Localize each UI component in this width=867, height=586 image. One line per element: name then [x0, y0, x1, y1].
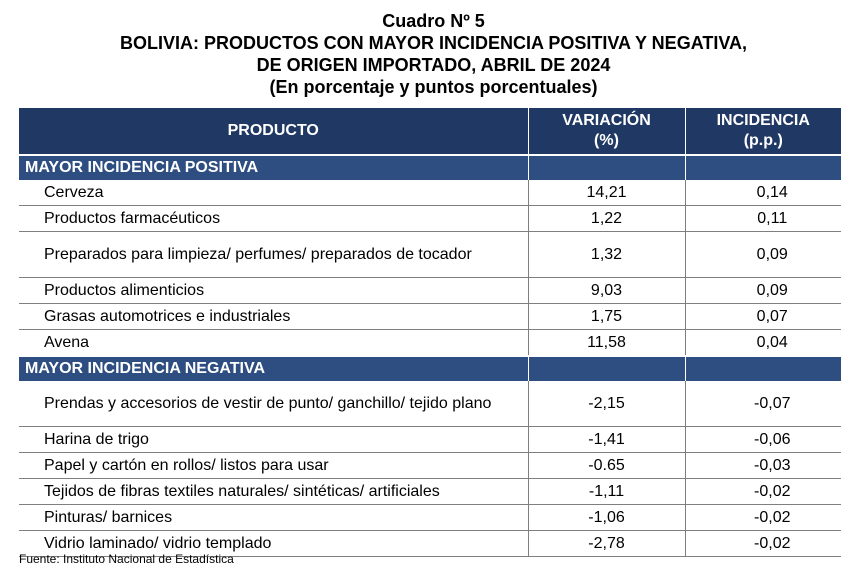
table-row: Prendas y accesorios de vestir de punto/… [19, 381, 841, 427]
variation-value: -0.65 [527, 452, 685, 479]
variation-value: -1,41 [527, 426, 685, 453]
table-units: (En porcentaje y puntos porcentuales) [269, 77, 598, 97]
incidence-value: -0,02 [684, 478, 841, 505]
incidence-value: -0,07 [684, 381, 841, 427]
table-row: Productos alimenticios 9,03 0,09 [19, 277, 841, 304]
section-title: MAYOR INCIDENCIA NEGATIVA [19, 355, 528, 381]
variation-value: 9,03 [527, 277, 685, 304]
product-name: Avena [19, 329, 528, 357]
product-name: Pinturas/ barnices [19, 504, 528, 531]
incidence-value: 0,09 [684, 231, 841, 278]
variation-value: -2,15 [527, 381, 685, 427]
table-row: Avena 11,58 0,04 [19, 329, 841, 357]
table-row: Cerveza 14,21 0,14 [19, 180, 841, 206]
table-row: Pinturas/ barnices -1,06 -0,02 [19, 504, 841, 531]
incidence-value: 0,04 [684, 329, 841, 357]
incidence-value: 0,09 [684, 277, 841, 304]
variation-value: 11,58 [527, 329, 685, 357]
variation-value: 14,21 [527, 180, 685, 206]
section-title: MAYOR INCIDENCIA POSITIVA [19, 154, 528, 180]
variation-value: -1,11 [527, 478, 685, 505]
incidence-value: 0,11 [684, 205, 841, 232]
table-title-block: Cuadro Nº 5 BOLIVIA: PRODUCTOS CON MAYOR… [0, 10, 867, 98]
column-header-incidence: INCIDENCIA (p.p.) [684, 108, 841, 155]
incidence-value: -0,02 [684, 504, 841, 531]
column-header-product: PRODUCTO [19, 108, 528, 155]
incidence-table: PRODUCTO VARIACIÓN (%) INCIDENCIA (p.p.) M… [19, 108, 841, 557]
incidence-value: 0,07 [684, 303, 841, 330]
section-row-negative: MAYOR INCIDENCIA NEGATIVA [19, 355, 841, 381]
table-row: Tejidos de fibras textiles naturales/ si… [19, 478, 841, 505]
product-name: Productos alimenticios [19, 277, 528, 304]
table-header-row: PRODUCTO VARIACIÓN (%) INCIDENCIA (p.p.) [19, 108, 841, 155]
table-row: Productos farmacéuticos 1,22 0,11 [19, 205, 841, 232]
variation-value: -1,06 [527, 504, 685, 531]
table-row: Grasas automotrices e industriales 1,75 … [19, 303, 841, 330]
table-row: Vidrio laminado/ vidrio templado -2,78 -… [19, 530, 841, 557]
variation-value: 1,32 [527, 231, 685, 278]
product-name: Grasas automotrices e industriales [19, 303, 528, 330]
product-name: Productos farmacéuticos [19, 205, 528, 232]
product-name: Preparados para limpieza/ perfumes/ prep… [19, 231, 528, 278]
incidence-value: -0,03 [684, 452, 841, 479]
variation-value: 1,75 [527, 303, 685, 330]
product-name: Prendas y accesorios de vestir de punto/… [19, 381, 528, 427]
column-header-variation: VARIACIÓN (%) [527, 108, 685, 155]
incidence-value: -0,06 [684, 426, 841, 453]
table-row: Harina de trigo -1,41 -0,06 [19, 426, 841, 453]
source-note: Fuente: Instituto Nacional de Estadístic… [19, 552, 234, 566]
table-title-continued: DE ORIGEN IMPORTADO, ABRIL DE 2024 [256, 55, 611, 75]
incidence-value: 0,14 [684, 180, 841, 206]
product-name: Tejidos de fibras textiles naturales/ si… [19, 478, 528, 505]
variation-value: 1,22 [527, 205, 685, 232]
product-name: Cerveza [19, 180, 528, 206]
table-row: Preparados para limpieza/ perfumes/ prep… [19, 231, 841, 278]
table-number: Cuadro Nº 5 [382, 11, 485, 31]
table-row: Papel y cartón en rollos/ listos para us… [19, 452, 841, 479]
table-title: BOLIVIA: PRODUCTOS CON MAYOR INCIDENCIA … [119, 33, 748, 53]
section-row-positive: MAYOR INCIDENCIA POSITIVA [19, 154, 841, 180]
product-name: Papel y cartón en rollos/ listos para us… [19, 452, 528, 479]
product-name: Harina de trigo [19, 426, 528, 453]
product-name: Vidrio laminado/ vidrio templado [19, 530, 528, 557]
incidence-value: -0,02 [684, 530, 841, 557]
variation-value: -2,78 [527, 530, 685, 557]
